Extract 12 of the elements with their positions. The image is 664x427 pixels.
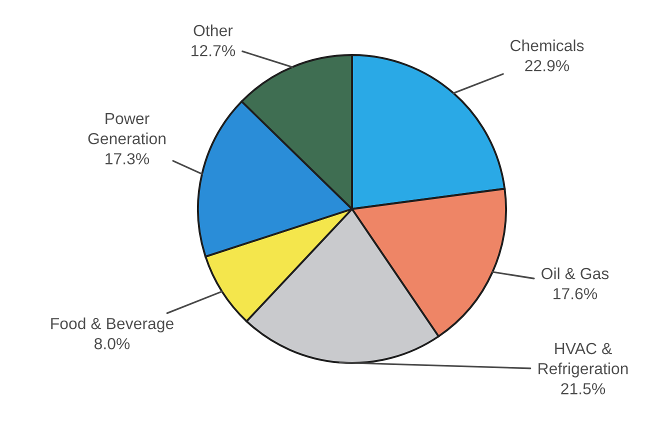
data-label: 22.9%	[525, 60, 570, 72]
data-label: 17.3%	[106, 153, 150, 164]
data-label: 17.6%	[554, 288, 598, 300]
data-label: 12.7%	[192, 45, 236, 56]
slice-label: Other	[194, 24, 233, 36]
slice-label: Oil & Gas	[542, 268, 609, 280]
slice-label: Food & Beverage	[51, 318, 174, 332]
slice-label: Power Generation	[88, 113, 166, 144]
data-label: 8.0%	[94, 338, 130, 350]
slice-label: Chemicals	[510, 40, 584, 52]
slice-label: HVAC & Refrigeration	[538, 342, 628, 378]
data-label: 21.5%	[561, 383, 606, 394]
